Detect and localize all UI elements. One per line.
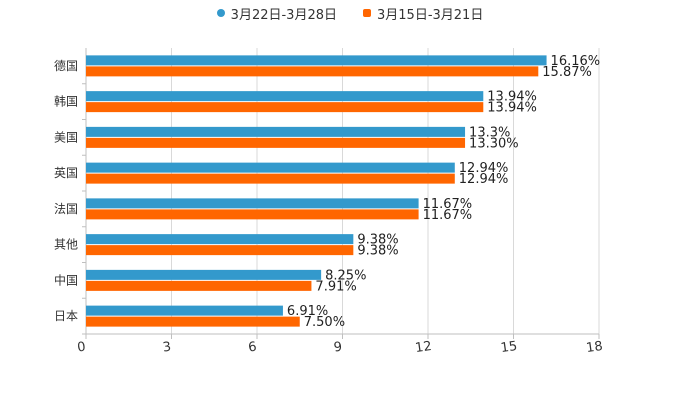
data-label: 15.87% [542, 65, 592, 80]
y-tick-label: 美国 [54, 130, 78, 144]
data-label: 9.38% [357, 244, 398, 259]
x-tick-label: 3 [162, 340, 172, 356]
bar-series-2 [86, 102, 484, 113]
y-tick-label: 中国 [54, 272, 78, 287]
data-label: 13.94% [487, 101, 537, 116]
legend-label: 3月15日-3月21日 [377, 7, 484, 23]
y-tick-label: 日本 [54, 309, 78, 323]
x-tick-label: 9 [333, 340, 343, 356]
bar-series-1 [86, 269, 322, 280]
legend-item-series-2[interactable]: 3月15日-3月21日 [363, 4, 483, 23]
data-label: 12.94% [459, 172, 509, 187]
bar-series-1 [86, 162, 455, 173]
legend-marker-circle-icon [216, 9, 225, 17]
data-label: 13.30% [469, 136, 519, 151]
bar-series-1 [86, 91, 484, 102]
y-tick-label: 法国 [54, 202, 78, 216]
bar-series-2 [86, 245, 354, 256]
bar-series-1 [86, 126, 466, 137]
data-label: 11.67% [423, 197, 473, 212]
bar-series-1 [86, 55, 547, 66]
x-tick-label: 15 [500, 339, 518, 356]
x-tick-label: 0 [76, 340, 86, 356]
data-label: 7.50% [304, 315, 345, 330]
data-label: 13.3% [469, 125, 510, 140]
data-label: 6.91% [287, 304, 328, 319]
x-tick-label: 18 [585, 339, 603, 356]
bar-series-1 [86, 198, 419, 209]
x-tick-label: 12 [414, 339, 432, 356]
legend: 3月22日-3月28日 3月15日-3月21日 [0, 3, 700, 23]
data-label: 7.91% [315, 279, 356, 294]
data-label: 8.25% [325, 268, 366, 283]
data-label: 9.38% [357, 233, 398, 248]
bar-series-1 [86, 234, 354, 245]
bar-series-2 [86, 316, 300, 327]
legend-item-series-1[interactable]: 3月22日-3月28日 [216, 4, 337, 23]
y-tick-label: 其他 [54, 238, 78, 252]
bar-series-2 [86, 66, 539, 77]
data-label: 12.94% [459, 161, 509, 176]
bar-series-2 [86, 137, 466, 148]
data-label: 11.67% [423, 208, 473, 223]
legend-marker-square-icon [363, 9, 371, 17]
data-label: 13.94% [487, 90, 537, 105]
bar-series-2 [86, 280, 312, 291]
y-tick-label: 英国 [54, 166, 78, 180]
bar-series-2 [86, 173, 455, 184]
y-tick-label: 德国 [54, 58, 78, 73]
bar-series-2 [86, 209, 419, 220]
legend-label: 3月22日-3月28日 [230, 7, 337, 23]
y-tick-label: 韩国 [54, 94, 78, 109]
data-label: 16.16% [551, 54, 601, 69]
bar-series-1 [86, 305, 283, 316]
x-tick-label: 6 [247, 340, 257, 356]
